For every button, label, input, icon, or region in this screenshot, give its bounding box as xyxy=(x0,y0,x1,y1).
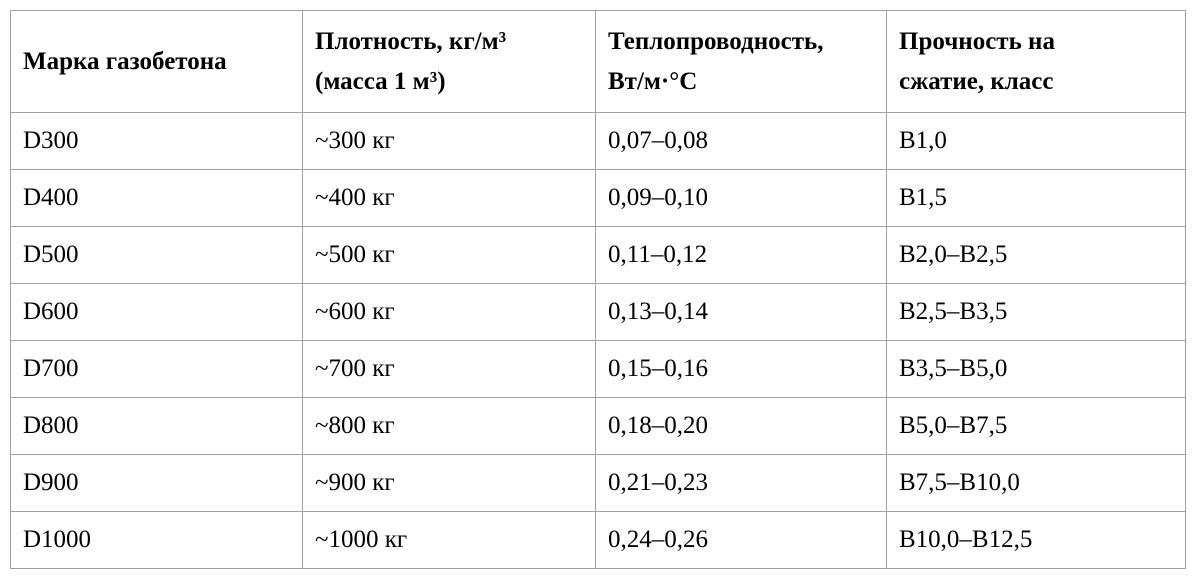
table-cell: D400 xyxy=(10,169,303,227)
header-cell: Прочность на сжатие, класс xyxy=(886,10,1186,113)
table-cell: 0,13–0,14 xyxy=(595,283,887,341)
header-text: Прочность на xyxy=(899,27,1055,55)
table-cell: ~500 кг xyxy=(302,226,596,284)
table-cell: В5,0–В7,5 xyxy=(886,397,1186,455)
table-cell: ~300 кг xyxy=(302,112,596,170)
header-row: Марка газобетона Плотность, кг/м³ (масса 1… xyxy=(10,10,1186,113)
table-cell: 0,15–0,16 xyxy=(595,340,887,398)
table-row: D1000 ~1000 кг 0,24–0,26 В10,0–В12,5 xyxy=(10,511,1186,569)
table-cell: В7,5–В10,0 xyxy=(886,454,1186,512)
table-row: D800 ~800 кг 0,18–0,20 В5,0–В7,5 xyxy=(10,397,1186,455)
table-row: D500 ~500 кг 0,11–0,12 В2,0–В2,5 xyxy=(10,226,1186,284)
table-cell: 0,18–0,20 xyxy=(595,397,887,455)
table-cell: D600 xyxy=(10,283,303,341)
table-cell: В2,0–В2,5 xyxy=(886,226,1186,284)
table-cell: ~900 кг xyxy=(302,454,596,512)
table-cell: В1,5 xyxy=(886,169,1186,227)
table-row: D300 ~300 кг 0,07–0,08 В1,0 xyxy=(10,112,1186,170)
header-cell: Теплопроводность, Вт/м·°С xyxy=(595,10,887,113)
header-text: сжатие, класс xyxy=(899,67,1054,95)
table-row: D700 ~700 кг 0,15–0,16 В3,5–В5,0 xyxy=(10,340,1186,398)
table-cell: В3,5–В5,0 xyxy=(886,340,1186,398)
table-cell: В1,0 xyxy=(886,112,1186,170)
header-text: Марка газобетона xyxy=(23,47,227,75)
table-row: D400 ~400 кг 0,09–0,10 В1,5 xyxy=(10,169,1186,227)
table-cell: D300 xyxy=(10,112,303,170)
table-cell: 0,21–0,23 xyxy=(595,454,887,512)
table-cell: D500 xyxy=(10,226,303,284)
table-cell: 0,11–0,12 xyxy=(595,226,887,284)
table-cell: ~1000 кг xyxy=(302,511,596,569)
header-text: Теплопроводность, xyxy=(608,27,824,55)
table-cell: В2,5–В3,5 xyxy=(886,283,1186,341)
table-cell: D700 xyxy=(10,340,303,398)
header-text: Плотность, кг/м³ xyxy=(315,27,507,55)
table-cell: D1000 xyxy=(10,511,303,569)
header-cell: Марка газобетона xyxy=(10,10,303,113)
header-text: (масса 1 м³) xyxy=(315,67,446,95)
table-cell: D900 xyxy=(10,454,303,512)
table-cell: ~800 кг xyxy=(302,397,596,455)
table-cell: 0,24–0,26 xyxy=(595,511,887,569)
data-table: Марка газобетона Плотность, кг/м³ (масса 1… xyxy=(10,10,1186,569)
table-cell: 0,09–0,10 xyxy=(595,169,887,227)
table-cell: 0,07–0,08 xyxy=(595,112,887,170)
table-cell: В10,0–В12,5 xyxy=(886,511,1186,569)
table-cell: D800 xyxy=(10,397,303,455)
table-cell: ~600 кг xyxy=(302,283,596,341)
table-body: D300 ~300 кг 0,07–0,08 В1,0 D400 ~400 кг 0,09–… xyxy=(10,112,1186,569)
table-cell: ~700 кг xyxy=(302,340,596,398)
table-cell: ~400 кг xyxy=(302,169,596,227)
table-row: D900 ~900 кг 0,21–0,23 В7,5–В10,0 xyxy=(10,454,1186,512)
header-text: Вт/м·°С xyxy=(608,67,698,95)
header-cell: Плотность, кг/м³ (масса 1 м³) xyxy=(302,10,596,113)
table-row: D600 ~600 кг 0,13–0,14 В2,5–В3,5 xyxy=(10,283,1186,341)
